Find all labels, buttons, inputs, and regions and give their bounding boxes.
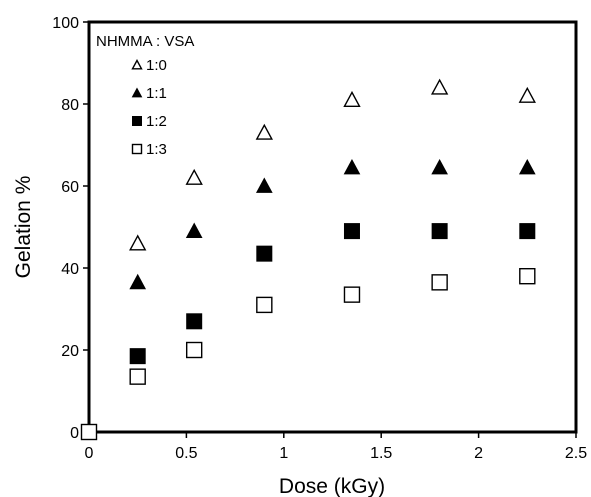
x-tick-label: 0 <box>85 445 94 462</box>
data-point <box>518 86 536 103</box>
legend-marker <box>131 59 143 70</box>
legend-label: 1:2 <box>146 113 167 130</box>
y-axis-title: Gelation % <box>12 176 35 279</box>
x-axis-title: Dose (kGy) <box>279 475 385 497</box>
legend-item: 1:1 <box>131 85 167 102</box>
legend-item: 1:2 <box>132 113 167 130</box>
x-tick-label: 1.5 <box>370 445 392 462</box>
legend-label: 1:3 <box>146 141 167 158</box>
legend: NHMMA : VSA 1:0 1:1 1:2 1:3 <box>96 33 194 158</box>
data-point <box>431 158 448 175</box>
y-tick-label: 100 <box>52 15 79 32</box>
data-point <box>186 313 203 330</box>
data-point <box>519 268 536 285</box>
data-point <box>519 223 536 240</box>
legend-label: 1:1 <box>146 85 167 102</box>
data-point <box>343 223 360 240</box>
data-point <box>431 223 448 240</box>
data-point <box>343 286 361 303</box>
y-tick-label: 60 <box>61 179 79 196</box>
data-point <box>430 78 449 95</box>
legend-label: 1:0 <box>146 57 167 74</box>
data-point <box>185 222 203 238</box>
legend-title: NHMMA : VSA <box>96 33 194 50</box>
legend-marker <box>131 87 143 98</box>
data-point <box>343 158 361 175</box>
x-tick-label: 0.5 <box>175 445 197 462</box>
data-point <box>255 177 273 193</box>
x-tick-label: 2.5 <box>565 445 587 462</box>
legend-marker <box>132 116 142 126</box>
plot-frame <box>87 20 578 434</box>
data-point <box>129 368 146 385</box>
data-point <box>256 296 273 314</box>
data-point <box>343 90 361 107</box>
series-1-1 <box>129 158 536 290</box>
data-point <box>518 158 536 175</box>
data-point <box>129 234 147 251</box>
axis-ticks: 0 0.5 1 1.5 2 2.5 0 20 40 60 80 100 <box>52 15 587 462</box>
series-1-2 <box>129 223 536 365</box>
x-tick-label: 1 <box>279 445 288 462</box>
legend-marker <box>131 143 143 155</box>
data-point <box>185 168 203 185</box>
y-tick-label: 20 <box>61 343 79 360</box>
data-point <box>80 423 98 441</box>
data-point <box>255 123 273 140</box>
data-points <box>80 78 536 441</box>
data-point <box>256 245 273 262</box>
x-tick-label: 2 <box>474 445 483 462</box>
data-point <box>431 274 448 291</box>
legend-item: 1:0 <box>131 57 167 74</box>
legend-item: 1:3 <box>131 141 167 158</box>
y-tick-label: 40 <box>61 261 79 278</box>
y-tick-label: 0 <box>70 425 79 442</box>
data-point <box>129 348 146 365</box>
data-point <box>185 341 203 359</box>
series-1-3 <box>80 268 536 441</box>
y-tick-label: 80 <box>61 97 79 114</box>
data-point <box>129 273 147 290</box>
series-1-0 <box>129 78 536 251</box>
